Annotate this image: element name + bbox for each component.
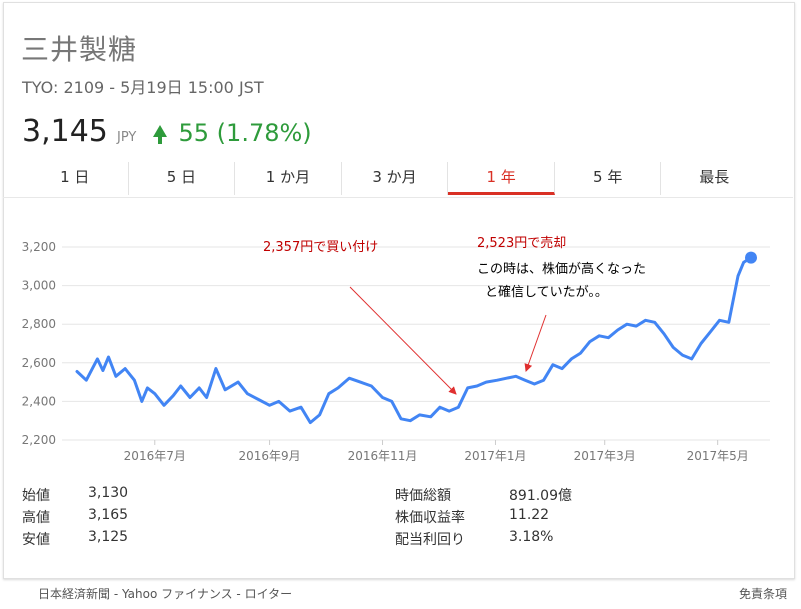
data-sources[interactable]: 日本経済新聞 - Yahoo ファイナンス - ロイター [38,587,293,601]
comment-line-1: この時は、株価が高くなった [477,261,646,277]
x-tick-label: 2017年5月 [687,449,749,463]
y-tick-label: 2,200 [22,433,56,447]
stat-value: 3,130 [88,485,129,501]
stat-row-dividend: 配当利回り 3.18% [395,529,572,551]
ticker-timestamp: TYO: 2109 - 5月19日 15:00 JST [22,78,264,97]
last-price-point [745,251,757,264]
arrow-up-icon [153,125,168,144]
stat-label: 始値 [22,488,50,504]
y-tick-label: 2,400 [22,394,56,408]
price-row: 3,145 JPY 55 (1.78%) [22,114,312,154]
tab-max[interactable]: 最長 [699,168,730,186]
tab-1d[interactable]: 1 日 [22,162,129,195]
price-change: 55 (1.78%) [178,119,312,147]
stat-row-low: 安値 3,125 [22,529,128,551]
stat-label: 時価総額 [395,488,451,504]
y-tick-label: 2,800 [22,317,56,331]
stat-label: 高値 [22,510,50,526]
disclaimer-link[interactable]: 免責条項 [738,587,787,601]
stat-row-high: 高値 3,165 [22,507,128,529]
stat-row-market-cap: 時価総額 891.09億 [395,485,572,507]
stock-card [3,2,795,579]
stat-value: 11.22 [509,507,550,523]
stat-row-pe: 株価収益率 11.22 [395,507,572,529]
x-tick-label: 2016年9月 [238,449,300,463]
x-axis-ticks: 2016年7月 2016年9月 2016年11月 2017年1月 2017年3月 2017… [124,440,749,463]
y-tick-label: 3,200 [22,240,56,254]
range-tabs: 1 日 5 日 1 か月 3 か月 1 年 5 年 最長 [22,162,767,195]
sell-annotation-arrow [524,314,547,372]
stat-value: 3,165 [88,507,129,523]
tab-3m[interactable]: 3 か月 [342,162,449,195]
x-tick-label: 2016年7月 [124,449,186,463]
stat-value: 3.18% [509,529,554,545]
x-tick-label: 2016年11月 [348,449,418,463]
buy-annotation: 2,357円で買い付け [263,240,378,255]
x-tick-label: 2017年3月 [574,449,636,463]
stat-label: 配当利回り [395,532,465,548]
currency-label: JPY [116,130,137,145]
comment-line-2: と確信していたが。。 [485,284,608,300]
y-axis-ticks: 2,200 2,400 2,600 2,800 3,000 3,200 [22,240,56,447]
buy-annotation-arrow [349,286,457,395]
y-tick-label: 2,600 [22,356,56,370]
y-tick-label: 3,000 [22,279,56,293]
current-price: 3,145 [22,114,108,149]
tabs-divider [3,197,793,198]
sell-annotation: 2,523円で売却 [477,235,566,251]
tab-1m[interactable]: 1 か月 [235,162,342,195]
stats-right: 時価総額 891.09億 株価収益率 11.22 配当利回り 3.18% [395,485,572,551]
x-tick-label: 2017年1月 [464,449,526,463]
tab-1y[interactable]: 1 年 [448,162,555,195]
tab-5d[interactable]: 5 日 [129,162,236,195]
stats-left: 始値 3,130 高値 3,165 安値 3,125 [22,485,128,551]
stat-row-open: 始値 3,130 [22,485,128,507]
stat-label: 株価収益率 [395,510,465,526]
company-name: 三井製糖 [21,33,138,66]
stat-value: 891.09億 [509,488,572,504]
stat-label: 安値 [22,532,50,548]
stat-value: 3,125 [88,529,129,545]
chart-grid [62,246,770,441]
tab-5y[interactable]: 5 年 [555,162,662,195]
price-line [75,256,753,425]
